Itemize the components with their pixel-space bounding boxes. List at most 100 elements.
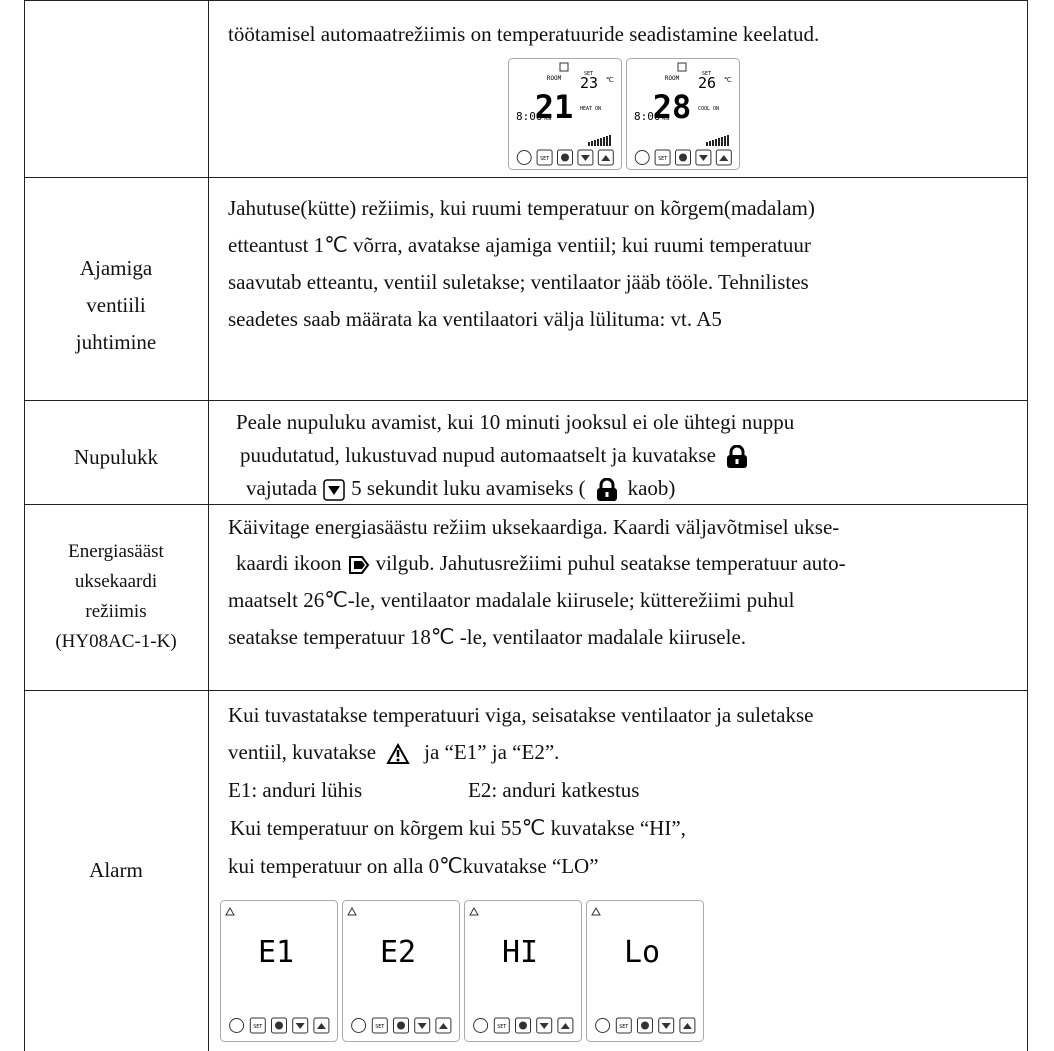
table-border [24,177,1028,178]
fan-bar [724,136,726,146]
text-line: E2: anduri katkestus [468,778,640,802]
button-glyph [295,1023,305,1029]
fan-bar [715,139,717,146]
display-clock: 8:00 [516,110,543,123]
button-icon [615,1017,632,1034]
fan-bar [609,135,611,146]
display-frame [626,58,740,170]
text-line: seadetes saab määrata ka ventilaatori vä… [228,307,722,331]
text-line: saavutab etteantu, ventiil suletakse; ve… [228,270,809,294]
button-glyph [698,155,708,161]
fan-bar [591,141,593,146]
row-label: ventiili [86,293,146,317]
button-icon [371,1017,388,1034]
display-day: MON [662,116,670,121]
row-label: Nupulukk [74,445,158,469]
button-label: SET [253,1024,262,1030]
display-mode: COOL ON [698,106,719,112]
button-icon [351,1018,367,1033]
lock-icon [596,478,617,502]
text-line: Jahutuse(kütte) režiimis, kui ruumi temp… [228,196,815,220]
text-line: töötamisel automaatrežiimis on temperatu… [228,22,820,46]
text: 5 sekundit luku avamiseks ( [351,476,586,500]
button-icon [229,1018,245,1033]
card-icon [348,556,369,575]
text: kaardi ikoon [236,551,342,575]
display-code: HI [502,935,538,970]
alarm-icon [386,743,410,765]
display-day: MON [544,116,552,121]
button-icon [595,1018,611,1033]
thermostat-display: HI SET [464,900,582,1042]
display-room-label: ROOM [547,75,562,82]
text: kaob) [627,476,676,500]
display-frame [220,900,338,1042]
table-border [24,504,1028,505]
display-icon [677,62,687,72]
text-line: Käivitage energiasäästu režiim uksekaard… [228,515,840,539]
display-frame [586,900,704,1042]
text-line: Peale nupuluku avamist, kui 10 minuti jo… [236,410,795,434]
button-glyph [560,1023,570,1029]
button-label: SET [375,1024,384,1030]
display-room-temp: 28 [653,88,692,126]
text-line: E1: anduri lühis [228,778,363,802]
row-label: Energiasääst [68,541,164,562]
button-label: SET [658,156,667,162]
text: ventiil, kuvatakse [228,740,377,764]
display-code: Lo [624,935,660,970]
button-glyph [719,155,729,161]
button-glyph [438,1023,448,1029]
row-label: uksekaardi [74,571,158,592]
display-set-temp: 23 [580,74,598,92]
fan-bar [597,139,599,146]
fan-bar [594,140,596,146]
display-room-temp: 21 [535,88,574,126]
button-glyph [679,153,687,162]
fan-bar [706,142,708,146]
alarm-symbol [591,906,601,916]
alarm-symbol [347,906,357,916]
button-glyph [275,1021,283,1030]
text-line: Kui temperatuur on kõrgem kui 55℃ kuvata… [230,816,686,840]
display-code: E2 [380,935,416,970]
button-glyph [641,1021,649,1030]
fan-bar [603,137,605,146]
thermostat-display: E1 SET [220,900,338,1042]
display-icon [559,62,569,72]
table-border [24,690,1028,691]
text-line: puudutatud, lukustuvad nupud automaatsel… [240,443,758,469]
display-unit: ℃ [724,76,732,84]
button-icon [249,1017,266,1034]
display-clock: 8:00 [634,110,661,123]
table-border [24,400,1028,401]
display-set-label: SET [584,71,593,77]
display-set-label: SET [702,71,711,77]
alarm-symbol [469,906,479,916]
display-frame [508,58,622,170]
button-icon [473,1018,489,1033]
row-label: Alarm [89,858,143,882]
lock-icon [726,445,747,469]
button-glyph [539,1023,549,1029]
fan-bar [606,136,608,146]
row-label: režiimis [85,601,147,622]
fan-bar [718,138,720,146]
down-button-icon [323,479,345,501]
display-mode: HEAT ON [580,106,601,112]
display-room-label: ROOM [665,75,680,82]
fan-bar [709,141,711,146]
button-glyph [316,1023,326,1029]
text-line: kaardi ikoon vilgub. Jahutusrežiimi puhul… [236,551,846,575]
button-glyph [601,155,611,161]
button-glyph [519,1021,527,1030]
table-border [208,0,209,1051]
button-icon [536,149,553,166]
text: puudutatud, lukustuvad nupud automaatsel… [240,443,716,467]
button-label: SET [540,156,549,162]
thermostat-display: Lo SET [586,900,704,1042]
table-border [24,0,25,1051]
fan-bar [721,137,723,146]
